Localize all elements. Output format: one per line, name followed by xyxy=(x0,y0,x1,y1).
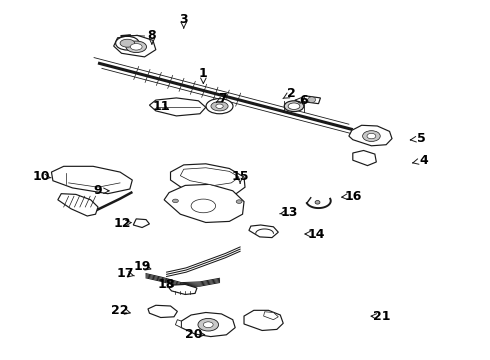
Text: 18: 18 xyxy=(158,278,175,291)
Polygon shape xyxy=(164,184,244,222)
Ellipse shape xyxy=(288,103,300,109)
Text: 12: 12 xyxy=(114,217,131,230)
Ellipse shape xyxy=(191,199,216,213)
Ellipse shape xyxy=(216,104,223,108)
Polygon shape xyxy=(353,150,376,166)
Ellipse shape xyxy=(126,41,147,53)
Ellipse shape xyxy=(198,318,219,331)
Text: 10: 10 xyxy=(33,170,50,183)
Text: 16: 16 xyxy=(344,190,362,203)
Polygon shape xyxy=(114,35,156,57)
Text: 9: 9 xyxy=(94,184,102,197)
Ellipse shape xyxy=(203,322,213,328)
Text: 4: 4 xyxy=(419,154,428,167)
Polygon shape xyxy=(171,164,245,197)
Ellipse shape xyxy=(367,134,376,139)
Polygon shape xyxy=(51,166,132,194)
Text: 22: 22 xyxy=(111,304,129,317)
Ellipse shape xyxy=(236,200,242,203)
Text: 5: 5 xyxy=(417,132,426,145)
Text: 6: 6 xyxy=(299,94,308,107)
Polygon shape xyxy=(181,312,235,337)
Polygon shape xyxy=(303,96,320,104)
Polygon shape xyxy=(349,125,392,146)
Text: 3: 3 xyxy=(179,13,188,26)
Ellipse shape xyxy=(172,199,178,203)
Polygon shape xyxy=(149,98,206,116)
Polygon shape xyxy=(58,194,98,216)
Text: 7: 7 xyxy=(219,93,227,105)
Polygon shape xyxy=(264,312,278,320)
Polygon shape xyxy=(244,310,283,330)
Text: 13: 13 xyxy=(280,206,298,219)
Ellipse shape xyxy=(116,36,139,50)
Text: 19: 19 xyxy=(133,260,151,273)
Text: 1: 1 xyxy=(199,67,208,80)
Ellipse shape xyxy=(308,97,316,103)
Text: 17: 17 xyxy=(116,267,134,280)
Text: 11: 11 xyxy=(153,100,171,113)
Polygon shape xyxy=(169,284,197,294)
Text: 8: 8 xyxy=(147,29,156,42)
Text: 21: 21 xyxy=(373,310,391,323)
Ellipse shape xyxy=(315,201,320,204)
Ellipse shape xyxy=(120,39,135,47)
Polygon shape xyxy=(133,219,149,228)
Text: 14: 14 xyxy=(307,228,325,240)
Ellipse shape xyxy=(363,131,380,141)
Polygon shape xyxy=(175,320,181,328)
Polygon shape xyxy=(249,225,278,238)
Text: 2: 2 xyxy=(287,87,296,100)
Polygon shape xyxy=(180,168,239,185)
Text: 15: 15 xyxy=(231,170,249,183)
Ellipse shape xyxy=(206,99,233,114)
Ellipse shape xyxy=(130,44,142,50)
Ellipse shape xyxy=(284,101,304,112)
Text: 20: 20 xyxy=(185,328,202,341)
Polygon shape xyxy=(148,305,177,318)
Ellipse shape xyxy=(211,102,228,111)
